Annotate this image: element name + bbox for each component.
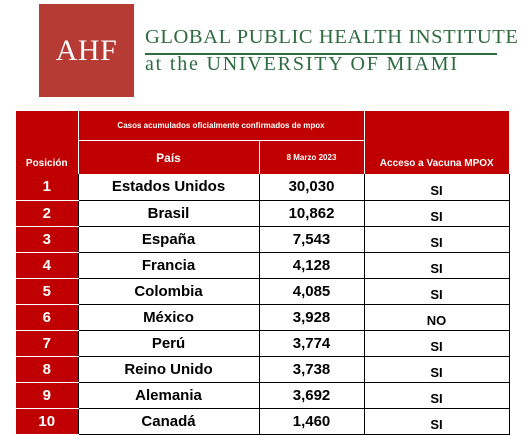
table-row: 9 Alemania 3,692 SI [16, 382, 510, 410]
vaccine-access-cell: SI [364, 278, 510, 305]
table-row: 1 Estados Unidos 30,030 SI [16, 174, 510, 201]
ahf-logo: AHF [39, 4, 134, 97]
table-row: 7 Perú 3,774 SI [16, 330, 510, 358]
cases-cell: 3,774 [258, 330, 365, 358]
country-cell: Alemania [77, 382, 259, 410]
country-cell: Canadá [77, 408, 259, 435]
position-cell: 3 [16, 226, 78, 253]
table-row: 6 México 3,928 NO [16, 304, 510, 332]
vaccine-access-cell: SI [364, 226, 510, 253]
cases-cell: 3,928 [258, 304, 365, 332]
position-cell: 8 [16, 356, 78, 384]
position-cell: 9 [16, 382, 78, 410]
cases-group-header: Casos acumulados oficialmente confirmado… [77, 111, 365, 141]
cases-cell: 1,460 [258, 408, 365, 435]
vaccine-access-cell: SI [364, 252, 510, 279]
country-cell: Brasil [77, 200, 259, 227]
cases-cell: 4,085 [258, 278, 365, 305]
vaccine-access-cell: SI [364, 200, 510, 227]
country-cell: Colombia [77, 278, 259, 305]
ahf-logo-text: AHF [55, 33, 118, 67]
table-row: 8 Reino Unido 3,738 SI [16, 356, 510, 384]
country-cell: Perú [77, 330, 259, 358]
vaccine-access-cell: SI [364, 356, 510, 384]
position-cell: 4 [16, 252, 78, 279]
date-header: 8 Marzo 2023 [259, 140, 365, 174]
institute-divider [145, 53, 497, 55]
country-cell: Estados Unidos [77, 174, 259, 201]
vaccine-access-cell: SI [364, 382, 510, 410]
vaccine-access-cell: SI [364, 408, 510, 435]
cases-cell: 10,862 [258, 200, 365, 227]
cases-cell: 3,738 [258, 356, 365, 384]
table-row: 4 Francia 4,128 SI [16, 252, 510, 279]
position-cell: 5 [16, 278, 78, 305]
position-cell: 1 [16, 174, 78, 201]
cases-cell: 30,030 [258, 174, 365, 201]
cases-cell: 4,128 [258, 252, 365, 279]
position-cell: 6 [16, 304, 78, 332]
vaccine-access-cell: NO [364, 304, 510, 332]
table-row: 3 España 7,543 SI [16, 226, 510, 253]
position-cell: 2 [16, 200, 78, 227]
position-cell: 7 [16, 330, 78, 358]
institute-name: GLOBAL PUBLIC HEALTH INSTITUTE [145, 26, 519, 48]
cases-cell: 3,692 [258, 382, 365, 410]
institute-affiliation: at the UNIVERSITY OF MIAMI [145, 53, 459, 75]
country-cell: Reino Unido [77, 356, 259, 384]
vaccine-access-cell: SI [364, 174, 510, 201]
mpox-cases-table: Posición Casos acumulados oficialmente c… [16, 111, 510, 435]
position-cell: 10 [16, 408, 78, 435]
table-row: 10 Canadá 1,460 SI [16, 408, 510, 435]
country-cell: Francia [77, 252, 259, 279]
country-header: País [77, 140, 260, 174]
position-header: Posición [16, 111, 78, 174]
vaccine-access-header: Acceso a Vacuna MPOX [363, 111, 510, 174]
table-row: 2 Brasil 10,862 SI [16, 200, 510, 227]
country-cell: España [77, 226, 259, 253]
vaccine-access-cell: SI [364, 330, 510, 358]
cases-cell: 7,543 [258, 226, 365, 253]
table-row: 5 Colombia 4,085 SI [16, 278, 510, 305]
country-cell: México [77, 304, 259, 332]
